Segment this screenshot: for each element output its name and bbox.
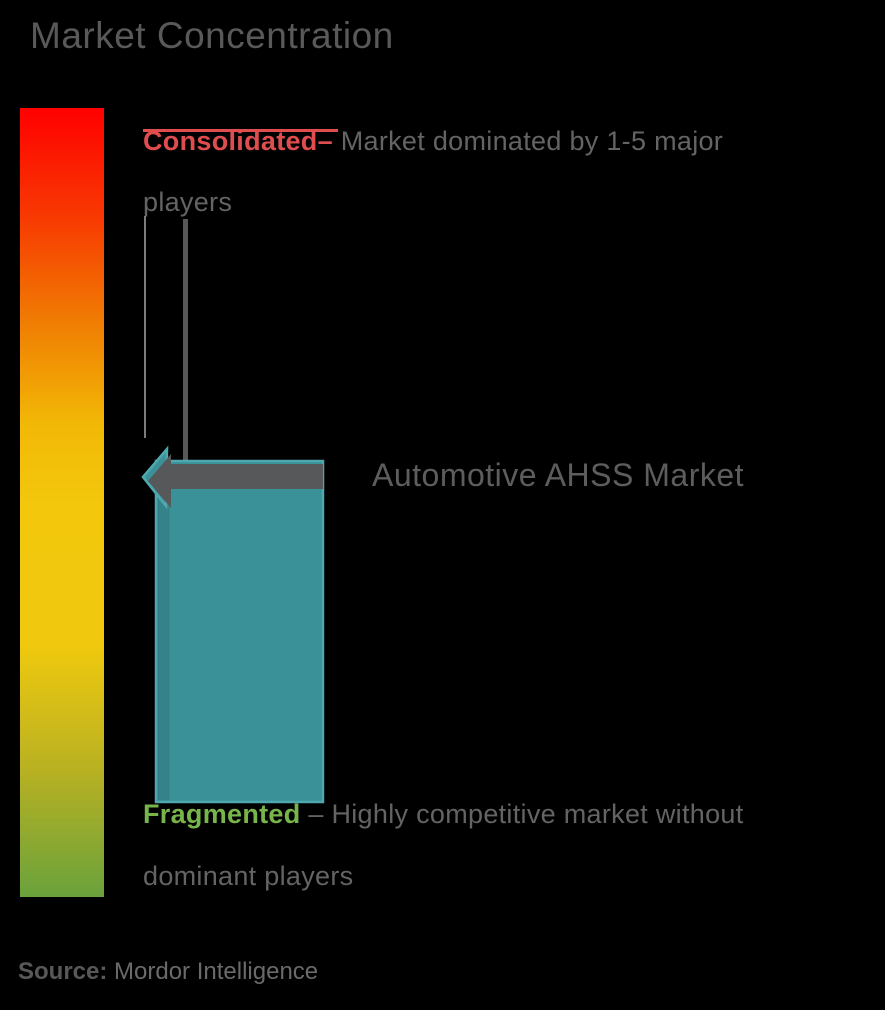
source-line: Source: Mordor Intelligence <box>18 952 318 992</box>
fragmented-text-line2: dominant players <box>143 861 354 891</box>
concentration-scale-bar <box>20 108 104 897</box>
marker-bar-shade <box>157 462 170 801</box>
figure-title: Market Concentration <box>30 15 394 56</box>
fragmented-note: Fragmented – Highly competitive market w… <box>143 783 843 907</box>
source-value: Mordor Intelligence <box>114 958 319 985</box>
leader-line-thick <box>183 219 188 462</box>
consolidated-text-line2: players <box>143 187 233 217</box>
fragmented-keyword: Fragmented <box>143 799 301 829</box>
source-label: Source: <box>18 958 108 985</box>
leader-line-thin <box>144 216 146 438</box>
marker-arrow <box>148 454 323 508</box>
consolidated-note-line1: Consolidated– Market dominated by 1-5 ma… <box>143 111 843 172</box>
consolidated-strike-line <box>143 129 338 132</box>
market-position-marker <box>141 445 325 804</box>
fragmented-text-line1: – Highly competitive market without <box>308 799 744 829</box>
market-label: Automotive AHSS Market <box>372 457 745 493</box>
marker-bar <box>154 459 325 804</box>
consolidated-text-line1: Market dominated by 1-5 major <box>340 126 724 156</box>
fragmented-note-line1: Fragmented – Highly competitive market w… <box>143 783 843 845</box>
